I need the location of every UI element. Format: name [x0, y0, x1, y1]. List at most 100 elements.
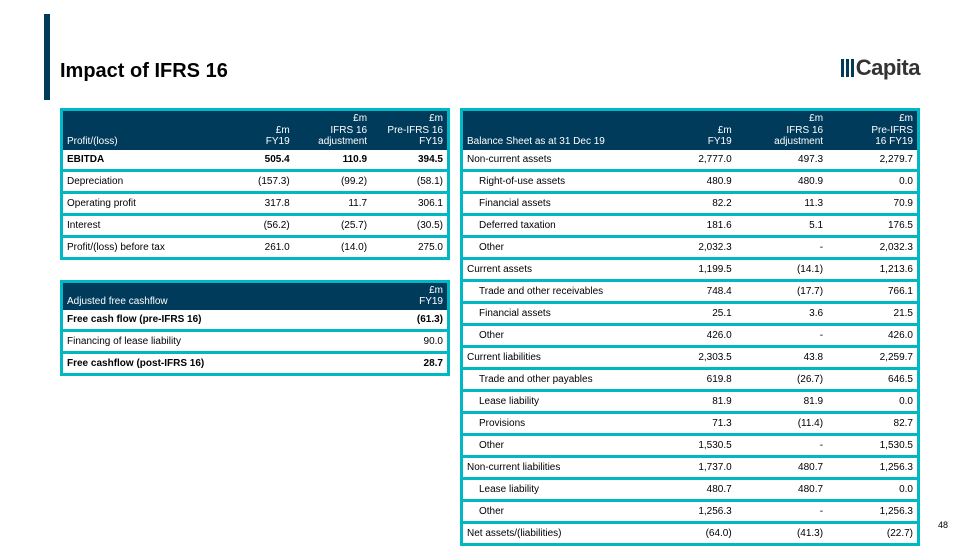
cell-value: 1,213.6: [827, 258, 918, 280]
row-label: Current liabilities: [462, 346, 645, 368]
cell-value: 0.0: [827, 478, 918, 500]
cell-value: 2,777.0: [644, 150, 735, 171]
table-row: Other426.0-426.0: [462, 324, 919, 346]
cell-value: 394.5: [371, 150, 448, 171]
cell-value: -: [736, 500, 827, 522]
table-row: Current liabilities2,303.543.82,259.7: [462, 346, 919, 368]
table-header: £mFY19: [644, 110, 735, 150]
table-row: Deferred taxation181.65.1176.5: [462, 214, 919, 236]
table-header: £mIFRS 16adjustment: [736, 110, 827, 150]
row-label: Trade and other payables: [462, 368, 645, 390]
cell-value: 81.9: [644, 390, 735, 412]
table-row: Interest(56.2)(25.7)(30.5): [62, 214, 449, 236]
row-label: Financial assets: [462, 192, 645, 214]
row-label: Other: [462, 236, 645, 258]
cell-value: (157.3): [216, 170, 293, 192]
cashflow-table: Adjusted free cashflow£mFY19Free cash fl…: [60, 280, 450, 376]
cell-value: (58.1): [371, 170, 448, 192]
cell-value: 1,530.5: [827, 434, 918, 456]
cell-value: 110.9: [294, 150, 371, 171]
table-row: Other2,032.3-2,032.3: [462, 236, 919, 258]
cell-value: 1,530.5: [644, 434, 735, 456]
cell-value: 480.7: [736, 478, 827, 500]
table-header: Adjusted free cashflow: [62, 281, 352, 310]
table-row: Net assets/(liabilities)(64.0)(41.3)(22.…: [462, 522, 919, 544]
cell-value: 81.9: [736, 390, 827, 412]
cell-value: 71.3: [644, 412, 735, 434]
table-row: Financial assets25.13.621.5: [462, 302, 919, 324]
row-label: Lease liability: [462, 478, 645, 500]
cell-value: (41.3): [736, 522, 827, 544]
right-column: Balance Sheet as at 31 Dec 19£mFY19£mIFR…: [460, 108, 920, 546]
logo-bars-icon: [841, 59, 854, 77]
cell-value: 480.7: [736, 456, 827, 478]
row-label: Depreciation: [62, 170, 217, 192]
table-header: £mFY19: [352, 281, 449, 310]
cell-value: 82.2: [644, 192, 735, 214]
logo-text: Capita: [856, 55, 920, 81]
table-row: Lease liability81.981.90.0: [462, 390, 919, 412]
table-row: Profit/(loss) before tax261.0(14.0)275.0: [62, 236, 449, 258]
cell-value: 2,032.3: [827, 236, 918, 258]
row-label: Net assets/(liabilities): [462, 522, 645, 544]
cell-value: 480.9: [736, 170, 827, 192]
table-row: Free cashflow (post-IFRS 16)28.7: [62, 352, 449, 374]
table-header: Profit/(loss): [62, 110, 217, 150]
table-header: £mIFRS 16adjustment: [294, 110, 371, 150]
table-header: Balance Sheet as at 31 Dec 19: [462, 110, 645, 150]
cell-value: 1,199.5: [644, 258, 735, 280]
cell-value: 306.1: [371, 192, 448, 214]
logo: Capita: [841, 55, 920, 81]
title-accent-bar: [44, 14, 50, 100]
cell-value: 2,259.7: [827, 346, 918, 368]
cell-value: 2,303.5: [644, 346, 735, 368]
cell-value: 646.5: [827, 368, 918, 390]
cell-value: 90.0: [352, 330, 449, 352]
cell-value: 275.0: [371, 236, 448, 258]
cell-value: 0.0: [827, 170, 918, 192]
cell-value: 2,032.3: [644, 236, 735, 258]
table-header: £mPre-IFRS 16FY19: [371, 110, 448, 150]
cell-value: 25.1: [644, 302, 735, 324]
row-label: Financial assets: [462, 302, 645, 324]
cell-value: 1,737.0: [644, 456, 735, 478]
row-label: EBITDA: [62, 150, 217, 171]
cell-value: (14.0): [294, 236, 371, 258]
cell-value: 181.6: [644, 214, 735, 236]
row-label: Operating profit: [62, 192, 217, 214]
cell-value: -: [736, 434, 827, 456]
row-label: Interest: [62, 214, 217, 236]
cell-value: -: [736, 324, 827, 346]
table-row: Financing of lease liability90.0: [62, 330, 449, 352]
table-row: Trade and other payables619.8(26.7)646.5: [462, 368, 919, 390]
cell-value: (26.7): [736, 368, 827, 390]
cell-value: 261.0: [216, 236, 293, 258]
cell-value: (25.7): [294, 214, 371, 236]
table-row: Other1,256.3-1,256.3: [462, 500, 919, 522]
cell-value: 317.8: [216, 192, 293, 214]
content-area: Profit/(loss)£mFY19£mIFRS 16adjustment£m…: [60, 108, 920, 546]
table-row: Current assets1,199.5(14.1)1,213.6: [462, 258, 919, 280]
table-row: Other1,530.5-1,530.5: [462, 434, 919, 456]
row-label: Right-of-use assets: [462, 170, 645, 192]
cell-value: 82.7: [827, 412, 918, 434]
row-label: Financing of lease liability: [62, 330, 352, 352]
table-row: Right-of-use assets480.9480.90.0: [462, 170, 919, 192]
row-label: Other: [462, 324, 645, 346]
cell-value: (56.2): [216, 214, 293, 236]
cell-value: 426.0: [644, 324, 735, 346]
cell-value: (61.3): [352, 310, 449, 331]
cell-value: 748.4: [644, 280, 735, 302]
cell-value: 1,256.3: [827, 500, 918, 522]
cell-value: 70.9: [827, 192, 918, 214]
cell-value: 1,256.3: [644, 500, 735, 522]
cell-value: (64.0): [644, 522, 735, 544]
row-label: Free cash flow (pre-IFRS 16): [62, 310, 352, 331]
row-label: Free cashflow (post-IFRS 16): [62, 352, 352, 374]
cell-value: 497.3: [736, 150, 827, 171]
cell-value: (22.7): [827, 522, 918, 544]
table-row: Financial assets82.211.370.9: [462, 192, 919, 214]
table-row: Trade and other receivables748.4(17.7)76…: [462, 280, 919, 302]
cell-value: 505.4: [216, 150, 293, 171]
row-label: Other: [462, 500, 645, 522]
